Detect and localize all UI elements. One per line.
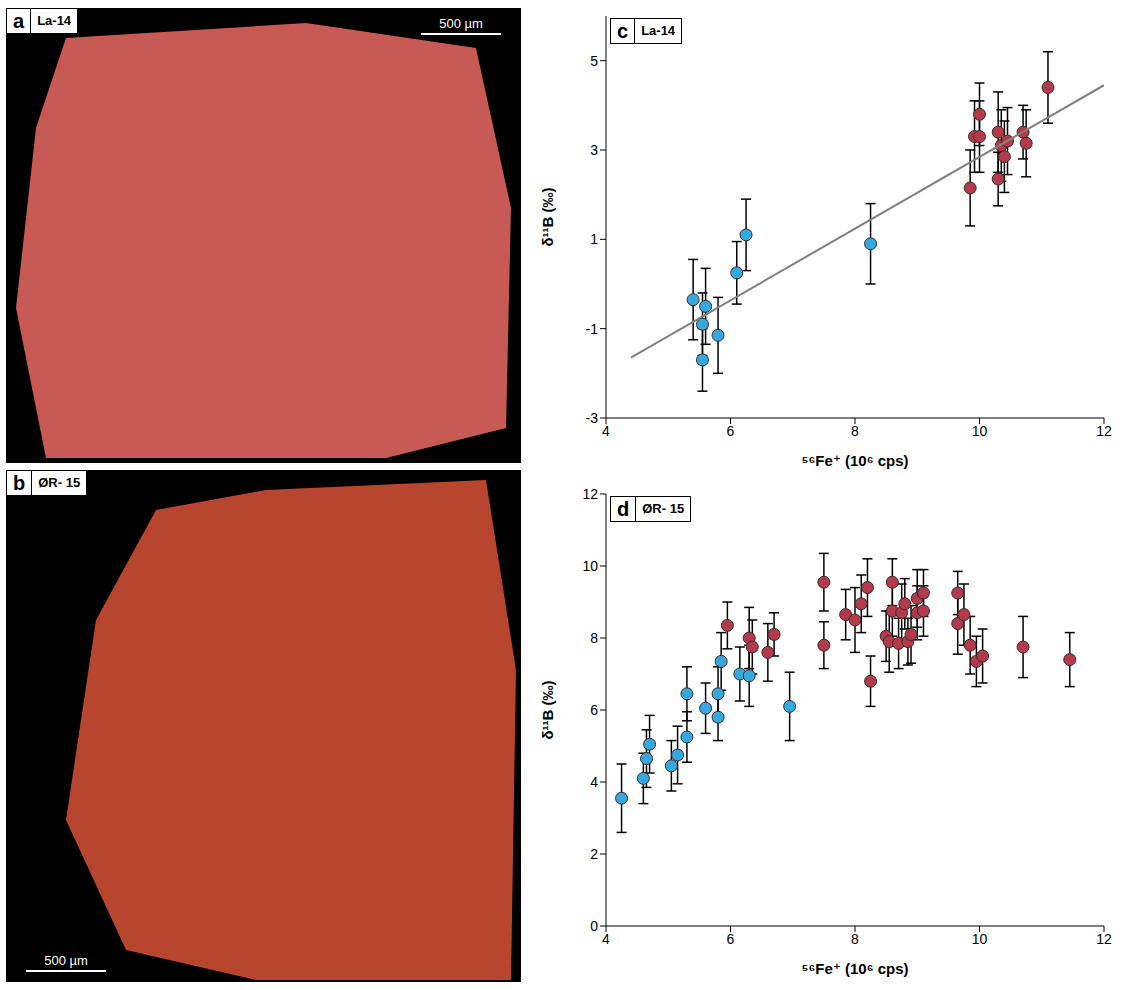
svg-text:4: 4 bbox=[602, 931, 610, 947]
svg-text:4: 4 bbox=[602, 423, 610, 439]
svg-text:δ¹¹B (‰): δ¹¹B (‰) bbox=[539, 187, 556, 246]
svg-text:0: 0 bbox=[590, 918, 598, 934]
svg-text:5: 5 bbox=[590, 53, 598, 69]
html-text:ØR- 15: ØR- 15 bbox=[642, 501, 685, 516]
svg-text:3: 3 bbox=[590, 142, 598, 158]
svg-text:6: 6 bbox=[727, 423, 735, 439]
html-text:ØR- 15: ØR- 15 bbox=[38, 475, 81, 490]
svg-text:10: 10 bbox=[972, 931, 988, 947]
svg-text:δ¹¹B (‰): δ¹¹B (‰) bbox=[539, 680, 556, 739]
html-text:b: b bbox=[13, 472, 26, 494]
svg-text:6: 6 bbox=[590, 702, 598, 718]
html-text:La-14: La-14 bbox=[641, 23, 676, 38]
svg-text:12: 12 bbox=[1096, 423, 1112, 439]
svg-text:6: 6 bbox=[727, 931, 735, 947]
svg-text:-1: -1 bbox=[586, 321, 599, 337]
svg-text:2: 2 bbox=[590, 846, 598, 862]
svg-text:-3: -3 bbox=[586, 410, 599, 426]
svg-text:1: 1 bbox=[590, 231, 598, 247]
svg-text:8: 8 bbox=[851, 931, 859, 947]
svg-text:12: 12 bbox=[582, 486, 598, 502]
svg-text:12: 12 bbox=[1096, 931, 1112, 947]
svg-text:8: 8 bbox=[851, 423, 859, 439]
svg-text:10: 10 bbox=[972, 423, 988, 439]
html-text:c: c bbox=[617, 20, 629, 42]
svg-text:10: 10 bbox=[582, 558, 598, 574]
svg-text:8: 8 bbox=[590, 630, 598, 646]
svg-text:⁵⁶Fe⁺ (10⁶ cps): ⁵⁶Fe⁺ (10⁶ cps) bbox=[801, 960, 908, 977]
html-text:500 µm: 500 µm bbox=[44, 953, 88, 968]
svg-text:4: 4 bbox=[590, 774, 598, 790]
html-text:500 µm: 500 µm bbox=[439, 16, 483, 31]
html-text:La-14: La-14 bbox=[37, 13, 72, 28]
html-text:d: d bbox=[617, 498, 630, 520]
html-text:a: a bbox=[13, 10, 25, 32]
svg-text:⁵⁶Fe⁺ (10⁶ cps): ⁵⁶Fe⁺ (10⁶ cps) bbox=[801, 452, 908, 469]
